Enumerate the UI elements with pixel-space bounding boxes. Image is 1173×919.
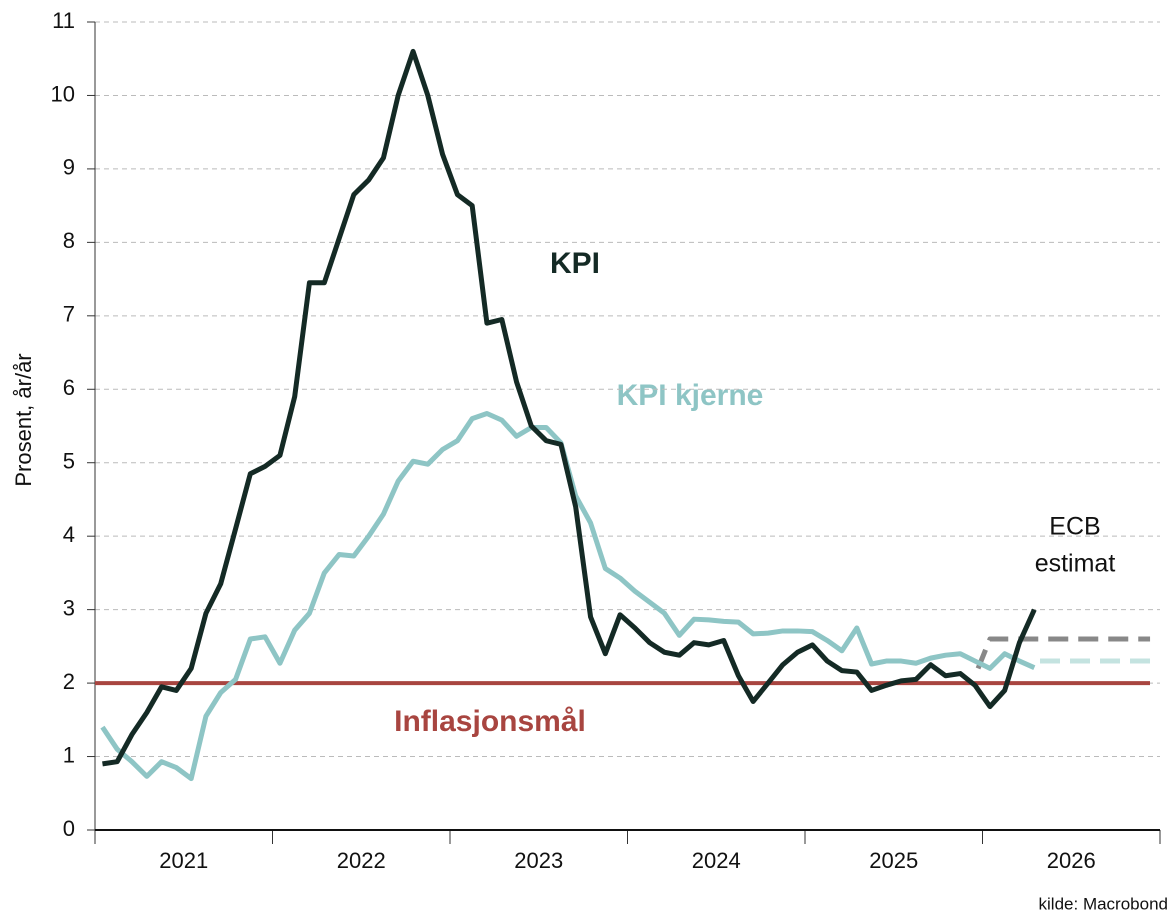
series-label: KPI kjerne [617,379,764,412]
y-tick-label: 1 [63,742,75,767]
series-label: KPI [550,247,600,280]
y-tick-label: 2 [63,669,75,694]
x-tick-label: 2021 [159,848,208,873]
y-tick-label: 4 [63,522,75,547]
y-tick-label: 9 [63,155,75,180]
x-tick-label: 2023 [514,848,563,873]
x-tick-label: 2024 [692,848,741,873]
y-tick-label: 6 [63,375,75,400]
y-tick-label: 10 [51,81,75,106]
y-tick-label: 8 [63,228,75,253]
x-tick-label: 2026 [1047,848,1096,873]
y-tick-label: 7 [63,302,75,327]
y-tick-label: 0 [63,816,75,841]
y-tick-label: 3 [63,595,75,620]
source: kilde: Macrobond [1039,894,1168,913]
y-axis-label: Prosent, år/år [11,353,36,486]
y-tick-label: 11 [52,8,75,33]
series-line [102,48,1037,767]
annotation: ECB [1049,513,1100,541]
y-tick-label: 5 [63,449,75,474]
x-tick-label: 2022 [337,848,386,873]
target-label: Inflasjonsmål [394,705,586,738]
x-tick-label: 2025 [869,848,918,873]
estimate-line [975,636,1151,670]
annotation: estimat [1035,550,1116,578]
